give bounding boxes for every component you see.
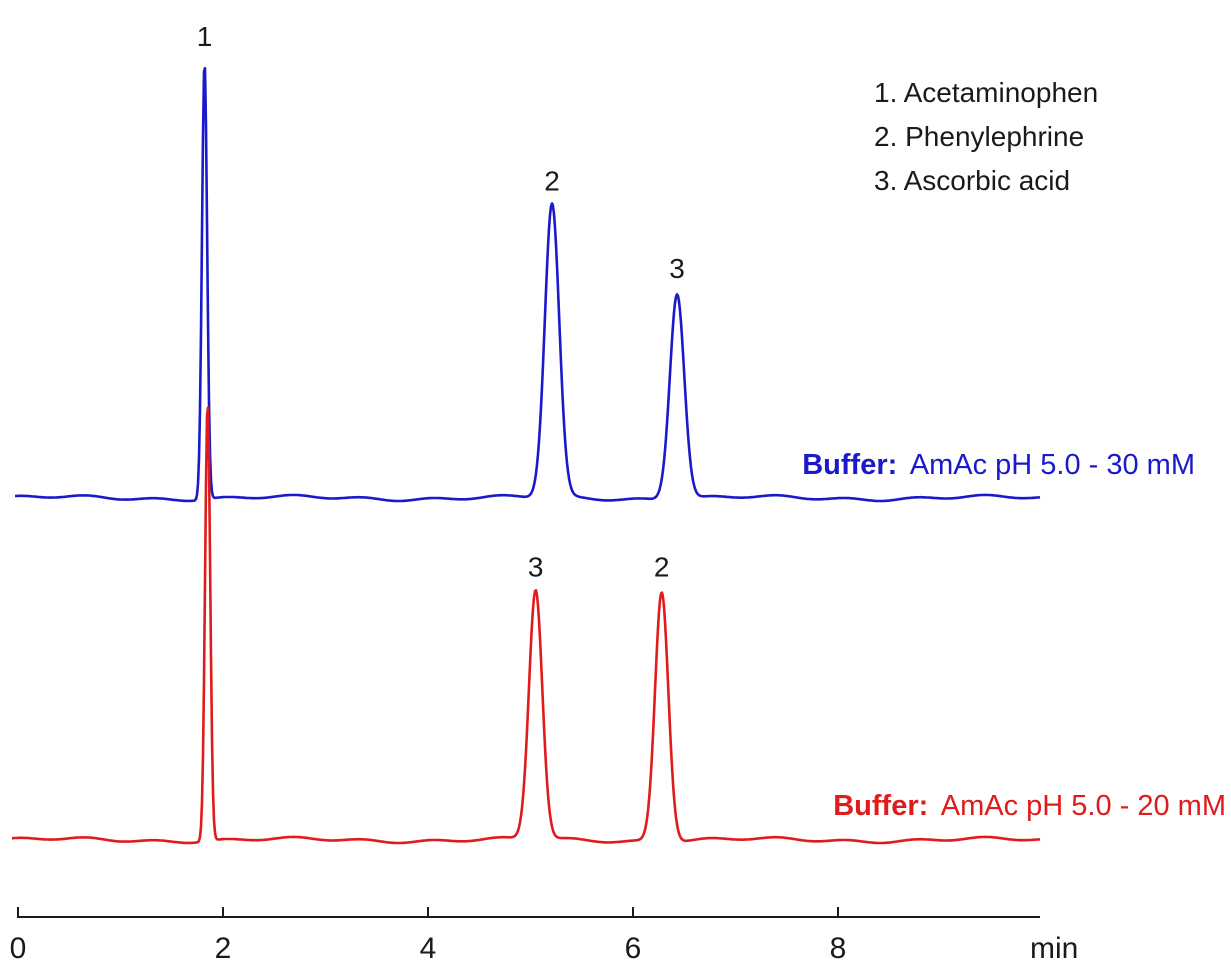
peak-labels: 1 2 3 3 2 — [197, 21, 685, 582]
traces — [11, 66, 1041, 845]
x-tick-label-4: 8 — [830, 932, 847, 962]
series-line-0 — [14, 66, 1041, 503]
peak-label-s0-p2: 3 — [669, 253, 685, 284]
series-label-30mm-text: AmAc pH 5.0 - 30 mM — [910, 449, 1195, 481]
legend-entry-2: 2. Phenylephrine — [874, 121, 1084, 152]
x-tick-label-2: 4 — [420, 932, 437, 962]
series-label-30mm-prefix: Buffer: — [802, 449, 897, 481]
series-line-1 — [11, 406, 1041, 845]
series-label-20mm: Buffer: AmAc pH 5.0 - 20 mM — [833, 790, 1226, 822]
legend-entry-3: 3. Ascorbic acid — [874, 165, 1070, 196]
series-label-20mm-text: AmAc pH 5.0 - 20 mM — [941, 790, 1226, 822]
x-tick-label-0: 0 — [10, 932, 27, 962]
series-label-30mm: Buffer: AmAc pH 5.0 - 30 mM — [802, 449, 1195, 481]
peak-label-s1-p1: 3 — [528, 551, 544, 582]
x-axis-unit: min — [1030, 932, 1078, 962]
x-tick-label-1: 2 — [215, 932, 232, 962]
legend: 1. Acetaminophen 2. Phenylephrine 3. Asc… — [874, 77, 1098, 196]
x-ticks: 0 2 4 6 8 — [10, 907, 847, 962]
legend-entry-1: 1. Acetaminophen — [874, 77, 1098, 108]
x-tick-label-3: 6 — [625, 932, 642, 962]
peak-label-s0-p1: 2 — [544, 166, 560, 197]
series-label-20mm-prefix: Buffer: — [833, 790, 928, 822]
peak-label-s0-p0: 1 — [197, 21, 213, 52]
x-axis: 0 2 4 6 8 min — [10, 907, 1078, 962]
peak-label-s1-p2: 2 — [654, 551, 670, 582]
trace-labels: Buffer: AmAc pH 5.0 - 30 mM Buffer: AmAc… — [802, 449, 1226, 822]
